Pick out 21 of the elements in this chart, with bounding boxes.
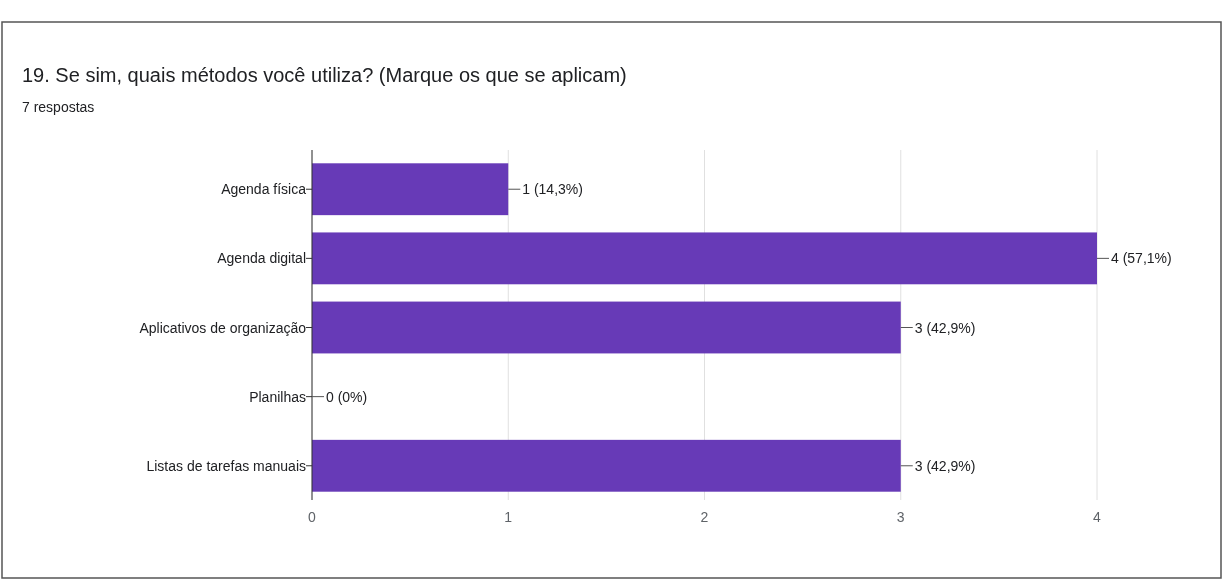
- y-tick-label: Listas de tarefas manuais: [146, 457, 306, 474]
- bar: [312, 439, 901, 492]
- data-label: 0 (0%): [326, 388, 368, 405]
- chart-title: 19. Se sim, quais métodos você utiliza? (Marque os que se aplicam): [22, 64, 627, 86]
- bar: [312, 301, 901, 354]
- data-label: 4 (57,1%): [1111, 250, 1172, 267]
- data-label: 3 (42,9%): [914, 457, 976, 474]
- x-tick-label: 1: [504, 509, 513, 525]
- y-tick-label: Agenda física: [221, 181, 307, 198]
- y-tick-label: Agenda digital: [217, 250, 306, 267]
- data-label: 1 (14,3%): [522, 181, 583, 198]
- data-label: 3 (42,9%): [914, 319, 976, 336]
- y-tick-label: Aplicativos de organização: [139, 319, 307, 336]
- bar: [312, 232, 1097, 285]
- x-tick-label: 2: [700, 509, 709, 525]
- x-tick-label: 0: [308, 509, 317, 525]
- y-tick-label: Planilhas: [249, 388, 306, 405]
- x-tick-label: 3: [896, 509, 905, 525]
- bar: [312, 163, 509, 216]
- x-tick-label: 4: [1093, 509, 1102, 525]
- text: 7 respostas: [22, 99, 95, 115]
